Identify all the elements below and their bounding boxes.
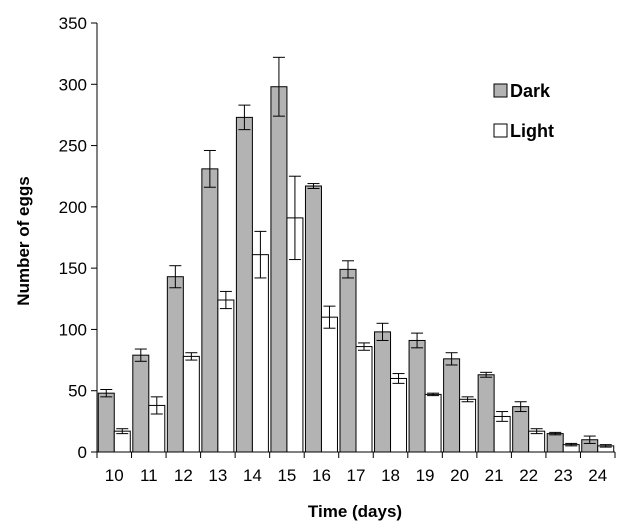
bar-dark-11 <box>132 354 150 453</box>
plot-area <box>97 56 615 453</box>
x-tick-label-21: 21 <box>485 466 504 485</box>
bar-light-10 <box>113 430 131 453</box>
x-tick-label-24: 24 <box>588 466 607 485</box>
y-tick-label-250: 250 <box>59 137 87 156</box>
bar-dark-13 <box>201 168 219 453</box>
y-tick-label-100: 100 <box>59 320 87 339</box>
x-tick-label-14: 14 <box>243 466 262 485</box>
x-tick-label-15: 15 <box>277 466 296 485</box>
x-tick-label-11: 11 <box>140 466 158 485</box>
x-tick-label-10: 10 <box>105 466 124 485</box>
legend-swatch-dark <box>493 83 508 98</box>
x-tick-label-22: 22 <box>519 466 538 485</box>
y-tick-label-150: 150 <box>59 259 87 278</box>
bar-dark-10 <box>97 392 115 453</box>
axes: 0 50 100 150 200 250 300 350 10 11 12 13 14 15 16 17 18 1… <box>59 14 616 485</box>
y-tick-label-300: 300 <box>59 75 87 94</box>
x-tick-label-13: 13 <box>208 466 227 485</box>
x-tick-label-18: 18 <box>381 466 400 485</box>
x-tick-label-12: 12 <box>174 466 193 485</box>
bar-dark-21 <box>477 374 495 453</box>
bar-dark-17 <box>339 268 357 453</box>
bar-dark-22 <box>512 406 530 453</box>
bar-light-16 <box>320 316 338 453</box>
y-tick-label-50: 50 <box>68 382 87 401</box>
legend-label-dark: Dark <box>510 81 551 101</box>
bar-light-17 <box>355 346 373 453</box>
x-tick-label-23: 23 <box>554 466 573 485</box>
x-tick-label-17: 17 <box>347 466 366 485</box>
y-tick-label-200: 200 <box>59 198 87 217</box>
y-axis-title: Number of eggs <box>14 176 33 305</box>
bar-light-19 <box>424 393 442 453</box>
legend-label-light: Light <box>510 121 554 141</box>
bar-light-20 <box>459 398 477 453</box>
y-tick-label-350: 350 <box>59 14 87 33</box>
bar-dark-16 <box>304 185 322 453</box>
bar-dark-15 <box>270 86 288 453</box>
bar-dark-23 <box>546 433 564 453</box>
bar-light-18 <box>390 377 408 453</box>
legend-swatch-light <box>493 123 508 138</box>
bar-dark-20 <box>443 358 461 453</box>
x-tick-label-19: 19 <box>416 466 435 485</box>
bar-dark-12 <box>166 276 184 453</box>
x-axis-title: Time (days) <box>308 502 402 521</box>
bar-light-14 <box>251 254 269 453</box>
bar-light-13 <box>217 299 235 453</box>
bar-dark-14 <box>235 116 253 453</box>
bar-light-12 <box>182 355 200 453</box>
x-tick-label-16: 16 <box>312 466 331 485</box>
y-tick-label-0: 0 <box>78 443 87 462</box>
bar-light-22 <box>528 430 546 453</box>
bar-dark-18 <box>374 331 392 453</box>
legend: Dark Light <box>493 81 554 141</box>
x-tick-label-20: 20 <box>450 466 469 485</box>
bar-dark-19 <box>408 339 426 453</box>
